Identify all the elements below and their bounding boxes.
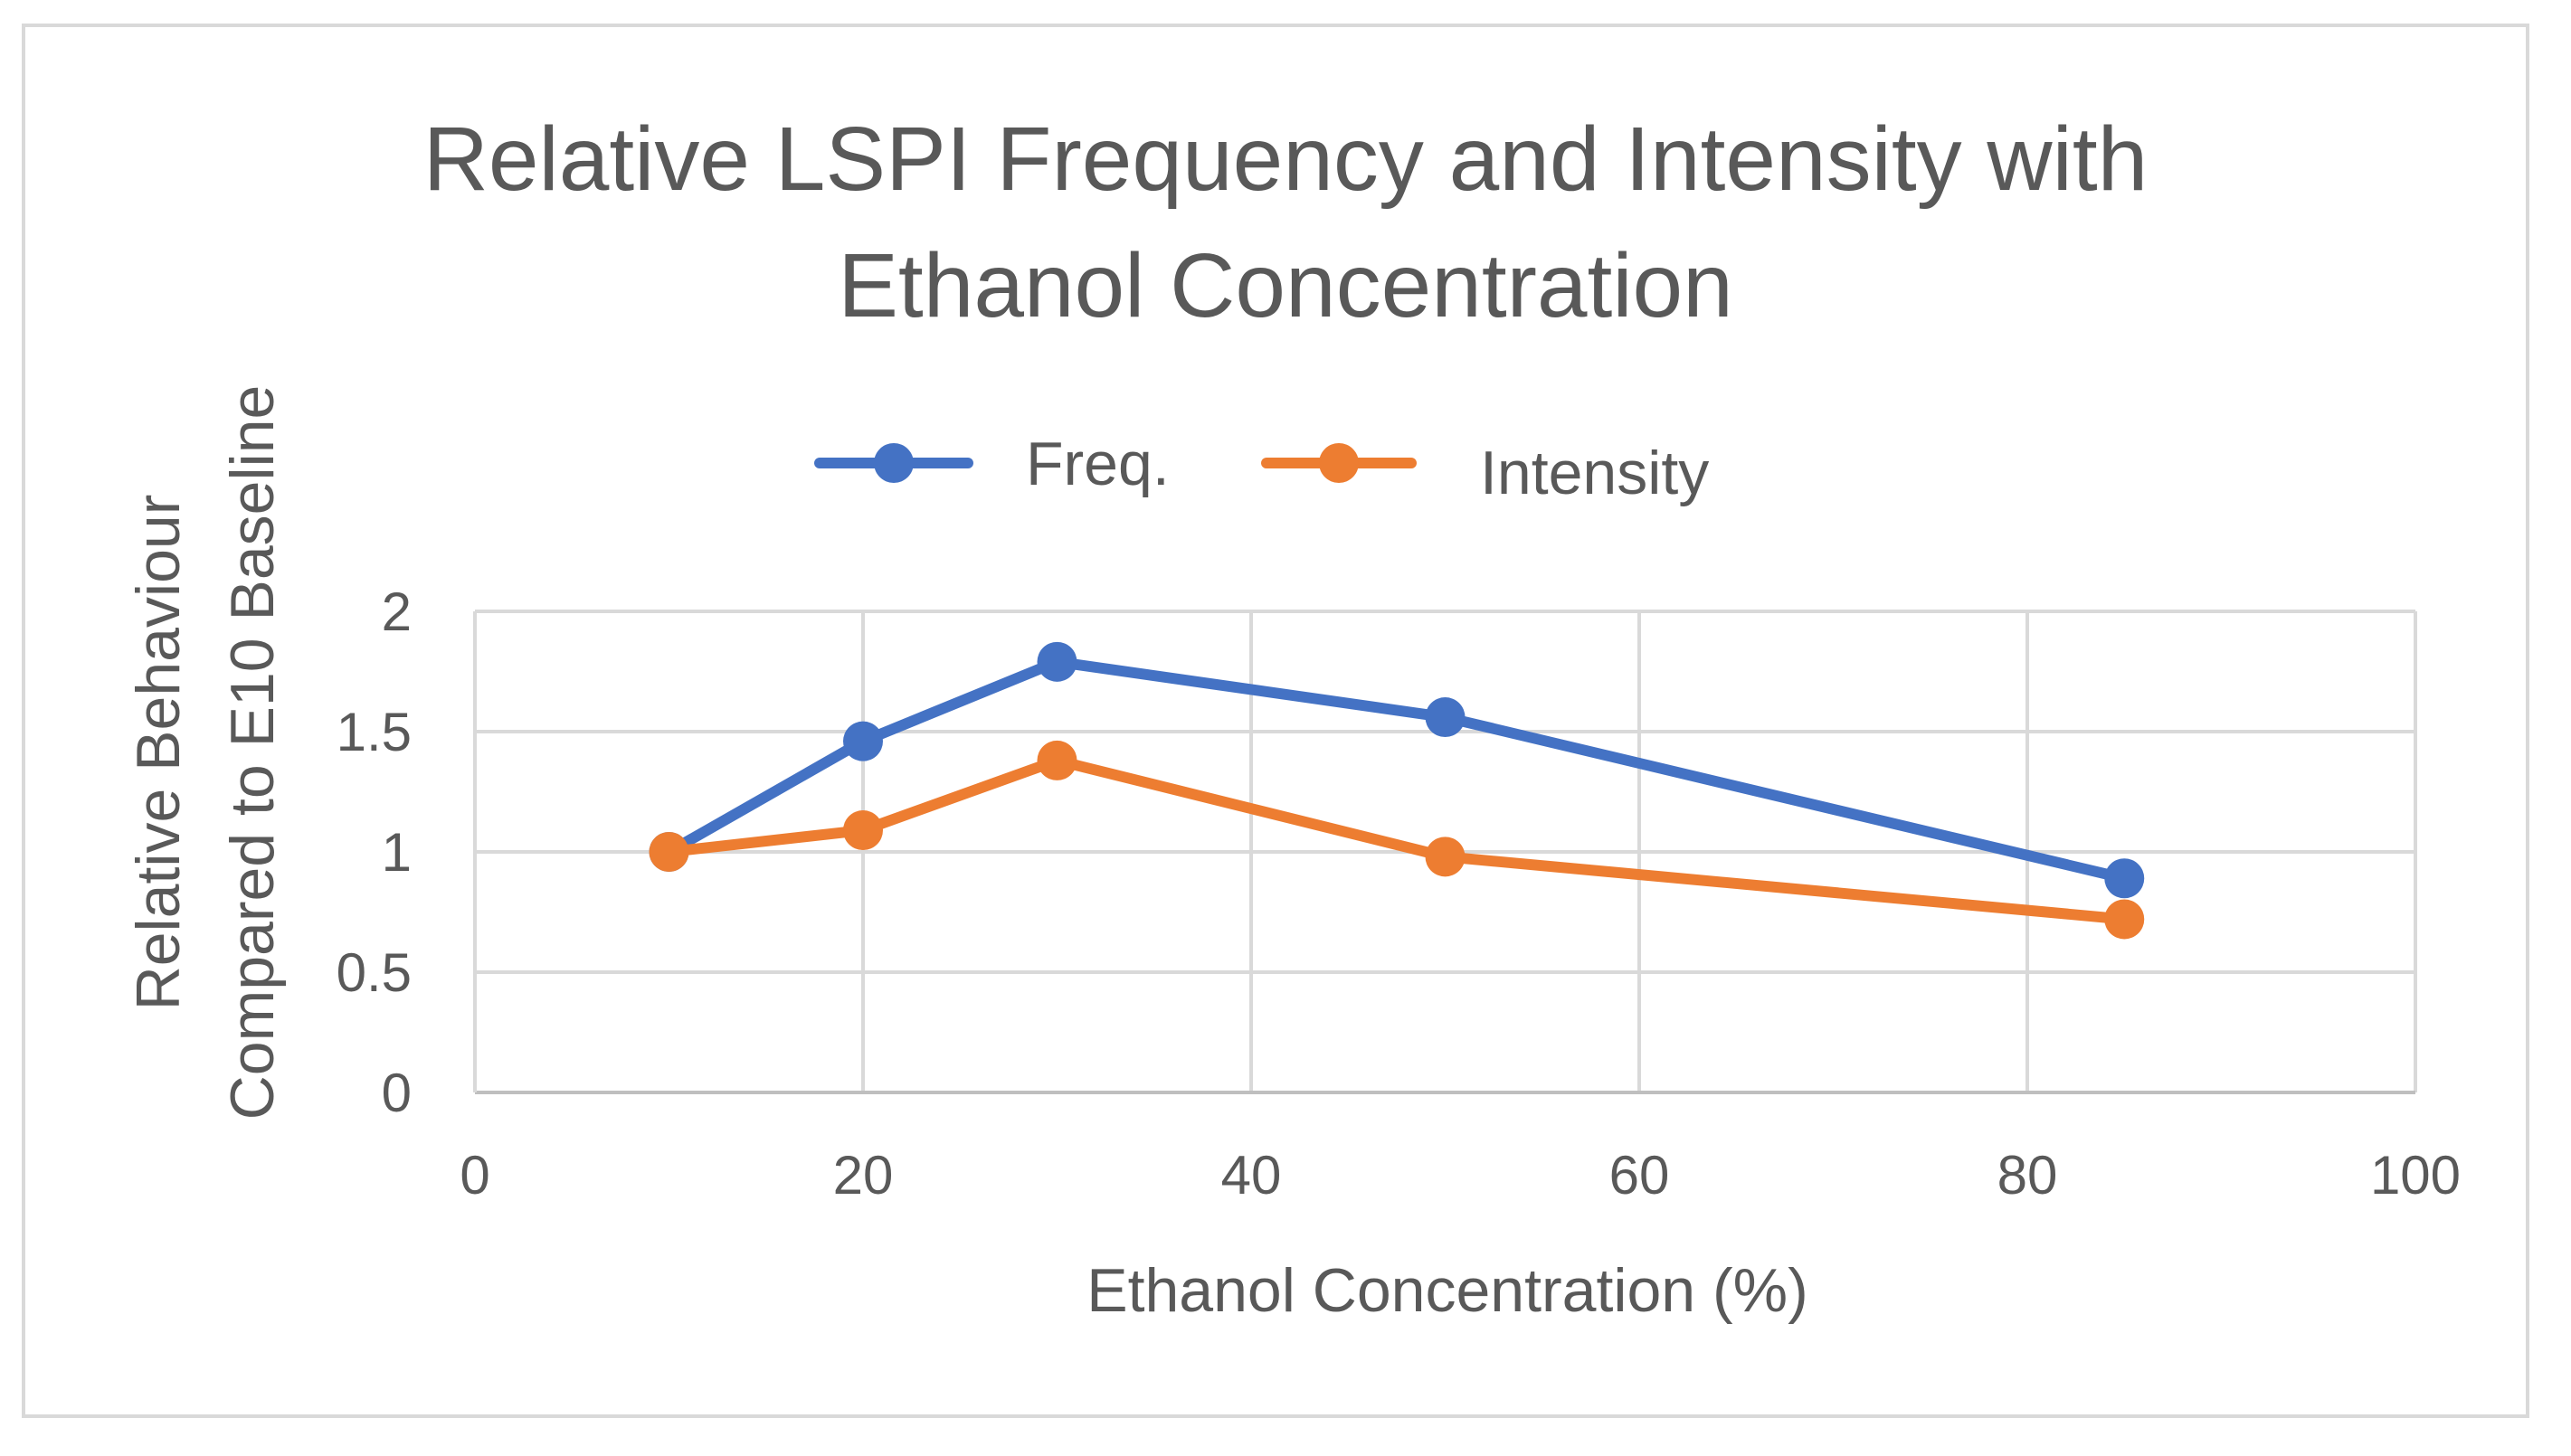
legend: Freq. Intensity [814, 430, 1709, 507]
chart-frame [22, 24, 2529, 1418]
data-point [2104, 899, 2145, 940]
data-point [1425, 697, 1466, 738]
chart-title-line-1: Relative LSPI Frequency and Intensity wi… [423, 109, 2149, 210]
x-tick-label: 100 [2370, 1145, 2461, 1205]
x-tick-label: 0 [460, 1145, 489, 1205]
y-axis-title-line-1: Relative Behaviour [124, 495, 193, 1011]
legend-intensity-label: Intensity [1480, 439, 1709, 507]
y-tick-label: 0.5 [337, 942, 412, 1003]
data-point [1037, 740, 1077, 780]
data-point [1037, 641, 1077, 682]
chart-title-line-2: Ethanol Concentration [838, 235, 1733, 336]
x-tick-label: 60 [1609, 1145, 1670, 1205]
y-axis-title-line-2: Compared to E10 Baseline [218, 385, 287, 1120]
x-tick-label: 80 [1997, 1145, 2058, 1205]
data-point [649, 832, 689, 872]
legend-intensity-marker [1319, 443, 1359, 483]
data-point [843, 721, 883, 761]
tick-labels: 00.511.520 20 40 60 80 100 [337, 581, 2461, 1205]
y-tick-label: 2 [382, 581, 412, 642]
x-axis-title: Ethanol Concentration (%) [1086, 1256, 1808, 1325]
legend-freq-marker [874, 443, 914, 483]
x-tick-label: 20 [833, 1145, 894, 1205]
series-intensity [649, 740, 2145, 940]
y-tick-label: 1 [382, 822, 412, 883]
data-point [2104, 858, 2145, 899]
data-point [843, 810, 883, 851]
series-line [663, 754, 2130, 925]
y-tick-label: 1.5 [337, 702, 412, 762]
series-freq [649, 641, 2145, 899]
data-point [1425, 837, 1466, 877]
legend-freq-label: Freq. [1026, 430, 1170, 498]
y-tick-label: 0 [382, 1063, 412, 1123]
series [649, 641, 2145, 940]
axes [473, 611, 2415, 1094]
x-tick-label: 40 [1221, 1145, 1282, 1205]
